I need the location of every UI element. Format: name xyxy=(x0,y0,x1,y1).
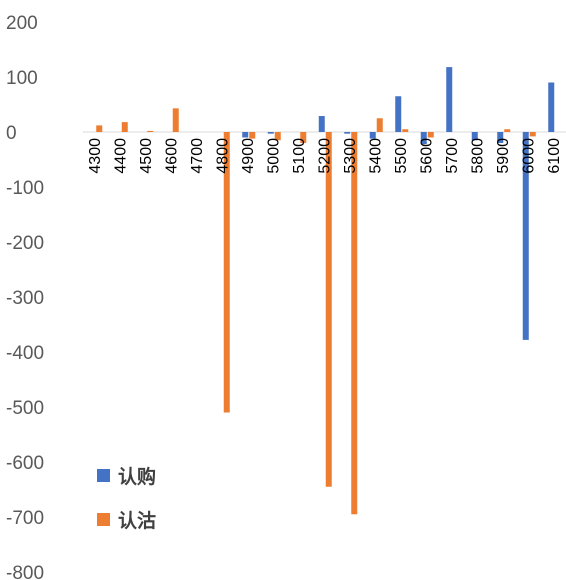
x-tick-label: 5500 xyxy=(393,138,410,174)
y-tick-label: -500 xyxy=(6,398,44,419)
y-tick-label: 200 xyxy=(6,13,38,34)
bar-put-4500 xyxy=(147,130,154,132)
y-tick-label: -300 xyxy=(6,288,44,309)
x-tick-label: 4400 xyxy=(112,138,129,174)
x-tick-label: 4900 xyxy=(240,138,257,174)
x-tick-label: 5900 xyxy=(495,138,512,174)
x-tick-label: 5400 xyxy=(367,138,384,174)
legend-item-call: 认购 xyxy=(97,464,157,488)
bar-call-6000 xyxy=(522,132,529,340)
legend-swatch-call xyxy=(97,468,110,482)
bar-call-5300 xyxy=(344,132,351,134)
bar-put-4600 xyxy=(172,108,179,132)
x-tick-label: 6000 xyxy=(520,138,537,174)
x-tick-label: 6100 xyxy=(546,138,563,174)
bar-put-4900 xyxy=(249,132,256,139)
bar-call-6100 xyxy=(548,82,555,132)
x-tick-label: 4500 xyxy=(138,138,155,174)
bar-put-5400 xyxy=(376,118,383,132)
x-tick-label: 5200 xyxy=(316,138,333,174)
bar-call-5900 xyxy=(497,132,504,143)
y-tick-label: -100 xyxy=(6,178,44,199)
legend-item-put: 认沽 xyxy=(97,508,157,532)
bar-put-4800 xyxy=(223,132,230,413)
y-tick-label: -800 xyxy=(6,563,44,580)
bar-call-5400 xyxy=(369,132,376,139)
y-tick-label: -700 xyxy=(6,508,44,529)
y-tick-label: -200 xyxy=(6,233,44,254)
x-tick-label: 4600 xyxy=(163,138,180,174)
legend-label-put: 认沽 xyxy=(118,509,157,532)
bar-put-5500 xyxy=(402,129,409,132)
y-tick-label: -400 xyxy=(6,343,44,364)
x-tick-label: 5300 xyxy=(342,138,359,174)
legend-swatch-put xyxy=(97,512,110,526)
x-tick-label: 4700 xyxy=(189,138,206,174)
bar-put-5000 xyxy=(274,132,281,141)
bar-put-5900 xyxy=(504,129,511,132)
legend: 认购 认沽 xyxy=(97,464,156,552)
bar-put-5200 xyxy=(325,132,332,487)
y-tick-label: 100 xyxy=(6,68,38,89)
x-tick-label: 4300 xyxy=(87,138,104,174)
bar-call-5500 xyxy=(395,96,402,132)
bar-call-5700 xyxy=(446,67,453,132)
bar-put-4400 xyxy=(121,122,128,132)
bar-call-5800 xyxy=(471,132,478,141)
y-tick-label: -600 xyxy=(6,453,44,474)
bar-call-4900 xyxy=(242,132,249,138)
bar-call-5000 xyxy=(267,132,274,134)
bar-put-6000 xyxy=(529,132,536,137)
x-tick-label: 5000 xyxy=(265,138,282,174)
legend-label-call: 认购 xyxy=(118,465,157,488)
bar-call-5200 xyxy=(318,116,325,132)
bar-put-4300 xyxy=(96,125,103,132)
bar-put-5300 xyxy=(351,132,358,515)
bar-put-5600 xyxy=(427,132,434,138)
x-tick-label: 5100 xyxy=(291,138,308,174)
x-tick-label: 5800 xyxy=(469,138,486,174)
y-tick-label: 0 xyxy=(6,123,17,144)
bar-put-5100 xyxy=(300,132,307,143)
x-tick-label: 5600 xyxy=(418,138,435,174)
x-tick-label: 5700 xyxy=(444,138,461,174)
bar-call-5600 xyxy=(420,132,427,145)
x-tick-label: 4800 xyxy=(214,138,231,174)
